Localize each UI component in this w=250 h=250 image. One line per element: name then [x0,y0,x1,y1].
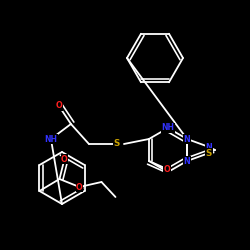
Text: NH: NH [162,124,174,132]
Text: O: O [61,154,68,164]
Text: N: N [184,156,190,166]
Text: O: O [56,102,62,110]
Text: N: N [206,142,212,152]
Text: O: O [76,182,83,192]
Text: NH: NH [44,134,58,143]
Text: S: S [114,140,120,148]
Text: O: O [164,164,170,173]
Text: S: S [206,148,212,158]
Text: N: N [184,134,190,143]
